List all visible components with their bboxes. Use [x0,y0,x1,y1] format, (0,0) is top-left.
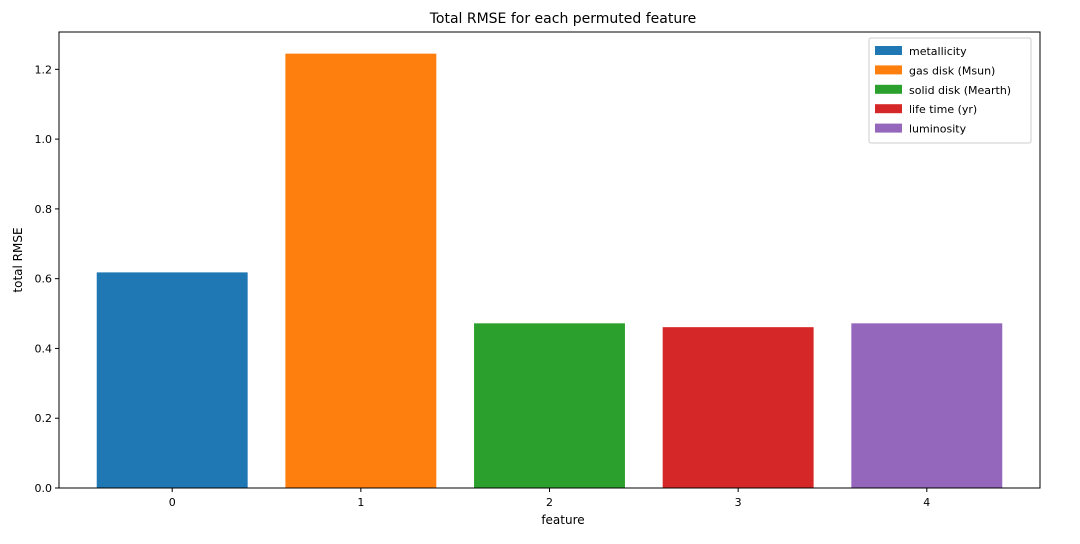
legend-label-3: life time (yr) [909,103,977,116]
bar-0 [96,272,248,488]
bar-3 [662,327,814,488]
y-tick-label: 0.2 [35,412,53,425]
chart-title: Total RMSE for each permuted feature [429,11,697,27]
y-tick-label: 0.8 [35,203,53,216]
bar-2 [474,323,625,488]
legend-swatch-2 [875,84,902,94]
y-tick-label: 0.0 [35,482,53,495]
legend-swatch-1 [875,65,902,75]
legend-label-1: gas disk (Msun) [909,64,995,77]
y-tick-label: 0.4 [35,342,53,355]
legend-swatch-4 [875,123,902,133]
legend-label-0: metallicity [909,45,967,58]
y-tick-label: 1.0 [35,133,53,146]
y-axis-label: total RMSE [11,227,25,292]
legend-box [868,37,1032,144]
legend-swatch-3 [875,104,902,114]
legend: metallicity gas disk (Msun) solid disk (Me… [868,37,1032,144]
x-tick-label: 3 [735,496,742,509]
y-tick-label: 1.2 [35,63,53,76]
x-tick-label: 4 [923,496,930,509]
x-tick-label: 0 [169,496,176,509]
legend-swatch-0 [875,46,902,55]
bars-group [96,53,1003,488]
y-tick-label: 0.6 [35,273,53,286]
x-axis: 0 1 2 3 4 [169,488,930,509]
x-axis-label: feature [541,513,584,527]
bar-4 [851,323,1003,488]
x-tick-label: 2 [546,496,553,509]
y-axis: 0.0 0.2 0.4 0.6 0.8 1.0 1.2 [35,63,59,495]
x-tick-label: 1 [357,496,364,509]
bar-1 [285,53,437,488]
legend-label-4: luminosity [909,123,967,136]
legend-label-2: solid disk (Mearth) [909,84,1011,97]
